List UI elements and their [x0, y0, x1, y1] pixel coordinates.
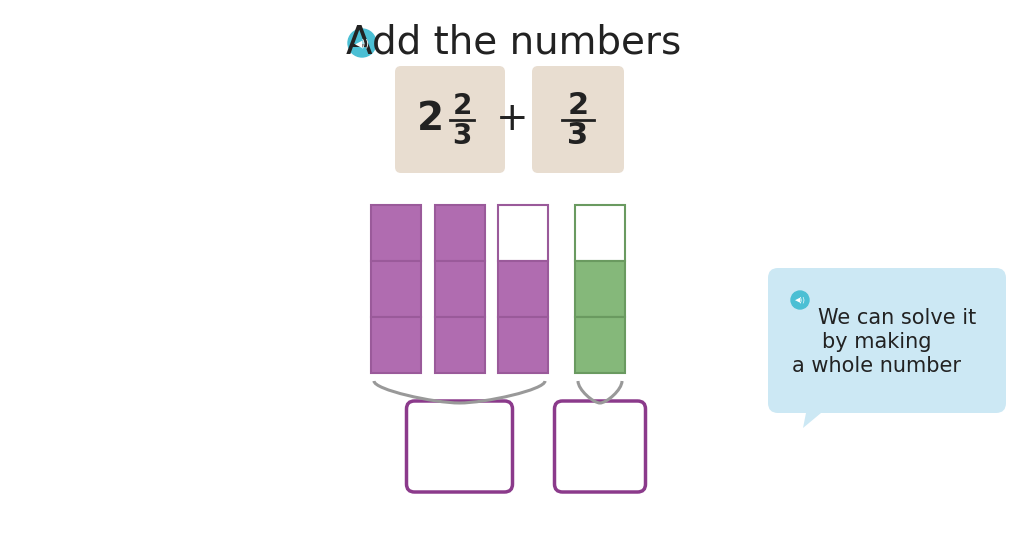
Text: Add the numbers: Add the numbers: [346, 24, 682, 62]
Bar: [435, 261, 485, 317]
Text: 2: 2: [567, 91, 589, 120]
FancyBboxPatch shape: [768, 268, 1006, 413]
Circle shape: [791, 291, 809, 309]
Bar: [435, 317, 485, 373]
Text: 3: 3: [453, 122, 472, 150]
FancyBboxPatch shape: [407, 401, 512, 492]
FancyBboxPatch shape: [395, 66, 505, 173]
Text: a whole number: a whole number: [793, 356, 962, 376]
Text: +: +: [496, 100, 528, 138]
Text: by making: by making: [822, 332, 932, 352]
Text: ◀)): ◀)): [795, 297, 806, 304]
Text: 3: 3: [567, 121, 589, 150]
Bar: [371, 317, 421, 373]
FancyBboxPatch shape: [532, 66, 624, 173]
Text: We can solve it: We can solve it: [818, 308, 976, 328]
Bar: [435, 205, 485, 261]
Bar: [371, 205, 421, 261]
Bar: [498, 317, 548, 373]
Bar: [575, 261, 625, 317]
Bar: [575, 205, 625, 261]
Circle shape: [348, 29, 376, 57]
Bar: [371, 261, 421, 317]
Text: 2: 2: [417, 100, 443, 138]
FancyBboxPatch shape: [555, 401, 645, 492]
Bar: [575, 317, 625, 373]
Bar: [498, 261, 548, 317]
Text: ◀)): ◀)): [354, 38, 370, 48]
Text: 2: 2: [453, 91, 472, 119]
Bar: [498, 205, 548, 261]
Polygon shape: [803, 403, 833, 428]
